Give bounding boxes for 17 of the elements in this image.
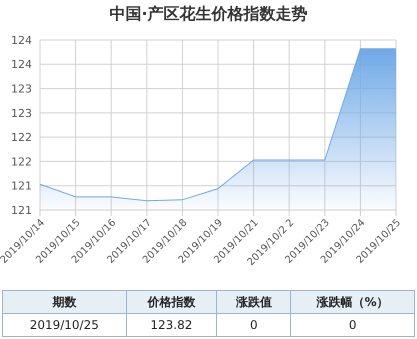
y-tick-label: 122	[11, 131, 32, 144]
text: 期数	[2, 290, 126, 314]
y-tick-label: 122	[11, 155, 32, 168]
y-tick-label: 123	[11, 82, 32, 96]
y-tick-label: 121	[11, 180, 32, 193]
text: 涨跌值	[216, 290, 291, 314]
text: 2019/10/25	[2, 314, 126, 336]
text: 价格指数	[126, 290, 217, 314]
y-tick-label: 124	[11, 58, 32, 72]
y-tick-label: 123	[11, 106, 32, 120]
y-tick-label: 124	[11, 34, 32, 47]
text: 涨跌幅（%）	[290, 290, 414, 314]
text: 0	[216, 314, 291, 336]
text: 123.82	[126, 314, 217, 336]
text: 0	[290, 314, 414, 336]
chart-title: 中国·产区花生价格指数走势	[108, 4, 309, 25]
y-tick-label: 121	[11, 204, 32, 217]
